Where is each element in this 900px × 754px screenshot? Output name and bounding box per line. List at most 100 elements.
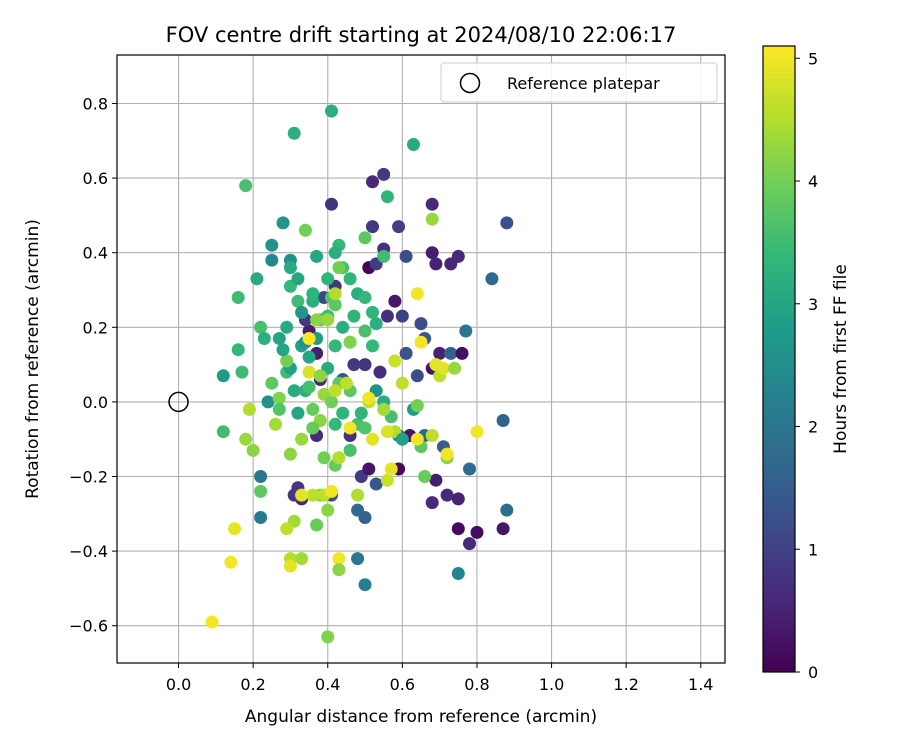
scatter-point [463,537,476,551]
scatter-point [325,395,338,409]
scatter-point [257,332,271,345]
scatter-point [373,365,387,379]
scatter-point [347,309,361,323]
scatter-point [470,525,484,539]
y-tick-label: −0.4 [69,542,108,561]
scatter-point [410,432,424,446]
scatter-point [261,395,275,409]
scatter-point [425,246,439,260]
colorbar-ticks: 0 1 2 3 4 5 [795,49,818,682]
scatter-point [354,406,368,420]
scatter-point [276,216,290,230]
scatter-point [377,167,391,181]
scatter-point [366,220,379,234]
scatter-point [291,406,305,420]
scatter-point [366,339,379,353]
x-tick-label: 0.8 [464,675,489,694]
colorbar-tick-label: 5 [808,49,818,68]
scatter-point [328,417,342,431]
scatter-point [336,320,350,334]
scatter-point [444,346,458,360]
scatter-point [328,339,342,353]
scatter-point [272,402,286,416]
scatter-point [265,238,279,252]
colorbar-frame [762,45,796,673]
scatter-point [377,249,391,263]
scatter-point [205,615,219,629]
scatter-point [325,104,338,118]
scatter-point [231,343,245,357]
scatter-point [295,488,309,502]
scatter-point [313,369,327,383]
reference-platepar-marker [168,391,189,413]
x-tick-label: 0.6 [390,675,415,694]
scatter-point [216,425,230,439]
scatter-point [321,313,335,327]
legend-frame [440,62,718,103]
x-tick-label: 0.0 [166,675,191,694]
scatter-point [242,402,256,416]
scatter-point [347,358,361,372]
scatter-point [287,384,301,398]
scatter-point [343,272,357,286]
scatter-point [500,216,514,230]
scatter-point [276,343,290,357]
reference-marker-group [168,391,189,413]
scatter-point [246,443,260,457]
scatter-point [231,291,245,304]
scatter-point [298,223,312,237]
scatter-point [295,552,309,566]
scatter-point [280,522,294,536]
scatter-point [254,320,268,334]
scatter-point [496,414,510,427]
scatter-point [343,443,357,457]
scatter-point [399,249,413,263]
y-tick-label: 0.2 [83,318,108,337]
scatter-point [395,376,409,390]
legend-box: Reference platepar [440,62,718,103]
scatter-point [328,298,342,312]
colorbar-tick-label: 3 [808,295,818,314]
scatter-point [321,503,335,517]
scatter-point [287,126,301,140]
scatter-point [306,402,320,416]
scatter-point [321,630,335,644]
scatter-point [224,555,238,569]
scatter-point [339,376,353,390]
scatter-point [351,488,365,502]
scatter-point [451,492,465,506]
scatter-point [306,421,320,435]
scatter-point [295,305,309,319]
scatter-point [239,179,253,193]
scatter-point [459,324,473,338]
scatter-point [280,320,294,334]
scatter-point [380,309,394,323]
scatter-point [395,309,409,323]
colorbar-tick-label: 2 [808,418,818,437]
scatter-point [429,473,443,487]
scatter-point [395,432,409,446]
scatter-point [321,272,335,286]
scatter-point [250,272,264,286]
scatter-point [388,354,402,368]
scatter-point [343,335,357,349]
scatter-point [366,175,379,189]
scatter-points [205,104,514,644]
scatter-point [325,484,338,498]
legend-entry-label: Reference platepar [507,74,660,93]
scatter-point [436,361,450,375]
scatter-point [254,484,268,498]
scatter-point [235,365,249,379]
scatter-point [410,369,424,383]
scatter-point [358,231,372,245]
colorbar: 0 1 2 3 4 5 Hours from first FF file [762,45,851,682]
scatter-point [384,462,398,476]
scatter-point [362,391,376,405]
scatter-point [306,287,320,301]
colorbar-gradient [763,46,795,672]
scatter-point [369,317,383,331]
scatter-point [283,261,297,275]
scatter-point [254,470,268,483]
scatter-point [272,332,286,345]
y-axis-label: Rotation from reference (arcmin) [23,219,43,499]
